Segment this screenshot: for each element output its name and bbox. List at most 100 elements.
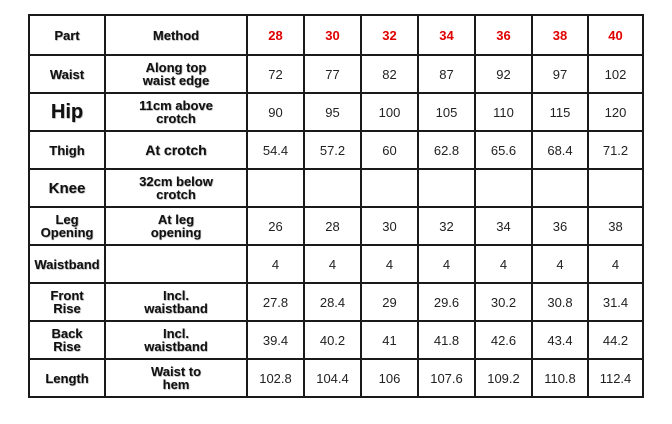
value-cell: 95 — [303, 92, 362, 132]
method-label: Incl. waistband — [104, 282, 248, 322]
value-cell: 4 — [417, 244, 476, 284]
value-cell: 4 — [474, 244, 533, 284]
part-label: Knee — [28, 168, 106, 208]
value-cell — [587, 168, 644, 208]
value-cell: 54.4 — [246, 130, 305, 170]
row-back-rise: Back Rise Incl. waistband 39.4 40.2 41 4… — [28, 320, 644, 360]
value-cell: 90 — [246, 92, 305, 132]
header-row: Part Method 28 30 32 34 36 38 40 — [28, 14, 644, 56]
value-cell: 120 — [587, 92, 644, 132]
value-cell: 110 — [474, 92, 533, 132]
header-size-38: 38 — [531, 14, 589, 56]
value-cell — [474, 168, 533, 208]
value-cell: 104.4 — [303, 358, 362, 398]
value-cell — [360, 168, 419, 208]
part-label: Front Rise — [28, 282, 106, 322]
value-cell: 29 — [360, 282, 419, 322]
header-size-32: 32 — [360, 14, 419, 56]
value-cell: 60 — [360, 130, 419, 170]
method-label: Along top waist edge — [104, 54, 248, 94]
value-cell: 57.2 — [303, 130, 362, 170]
value-cell: 115 — [531, 92, 589, 132]
method-label: 11cm above crotch — [104, 92, 248, 132]
method-label — [104, 244, 248, 284]
value-cell: 41 — [360, 320, 419, 360]
value-cell: 100 — [360, 92, 419, 132]
value-cell: 4 — [303, 244, 362, 284]
row-thigh: Thigh At crotch 54.4 57.2 60 62.8 65.6 6… — [28, 130, 644, 170]
row-knee: Knee 32cm below crotch — [28, 168, 644, 208]
header-size-28: 28 — [246, 14, 305, 56]
method-label: 32cm below crotch — [104, 168, 248, 208]
value-cell: 102.8 — [246, 358, 305, 398]
value-cell: 105 — [417, 92, 476, 132]
value-cell: 110.8 — [531, 358, 589, 398]
value-cell: 38 — [587, 206, 644, 246]
value-cell: 92 — [474, 54, 533, 94]
value-cell — [246, 168, 305, 208]
value-cell: 65.6 — [474, 130, 533, 170]
row-front-rise: Front Rise Incl. waistband 27.8 28.4 29 … — [28, 282, 644, 322]
header-part: Part — [28, 14, 106, 56]
value-cell: 27.8 — [246, 282, 305, 322]
value-cell: 82 — [360, 54, 419, 94]
value-cell: 28 — [303, 206, 362, 246]
value-cell: 71.2 — [587, 130, 644, 170]
header-size-40: 40 — [587, 14, 644, 56]
value-cell: 77 — [303, 54, 362, 94]
header-method: Method — [104, 14, 248, 56]
value-cell: 106 — [360, 358, 419, 398]
row-waist: Waist Along top waist edge 72 77 82 87 9… — [28, 54, 644, 94]
part-label: Back Rise — [28, 320, 106, 360]
value-cell: 87 — [417, 54, 476, 94]
value-cell: 72 — [246, 54, 305, 94]
part-label: Length — [28, 358, 106, 398]
value-cell: 36 — [531, 206, 589, 246]
part-label: Waist — [28, 54, 106, 94]
value-cell — [303, 168, 362, 208]
row-hip: Hip 11cm above crotch 90 95 100 105 110 … — [28, 92, 644, 132]
value-cell: 31.4 — [587, 282, 644, 322]
method-label: Incl. waistband — [104, 320, 248, 360]
value-cell: 32 — [417, 206, 476, 246]
value-cell: 41.8 — [417, 320, 476, 360]
value-cell: 97 — [531, 54, 589, 94]
value-cell: 42.6 — [474, 320, 533, 360]
value-cell: 4 — [360, 244, 419, 284]
row-length: Length Waist to hem 102.8 104.4 106 107.… — [28, 358, 644, 398]
value-cell: 109.2 — [474, 358, 533, 398]
value-cell: 107.6 — [417, 358, 476, 398]
header-size-34: 34 — [417, 14, 476, 56]
value-cell: 4 — [587, 244, 644, 284]
value-cell: 44.2 — [587, 320, 644, 360]
value-cell: 30.8 — [531, 282, 589, 322]
value-cell: 30.2 — [474, 282, 533, 322]
value-cell: 28.4 — [303, 282, 362, 322]
method-label: At crotch — [104, 130, 248, 170]
value-cell — [417, 168, 476, 208]
value-cell: 102 — [587, 54, 644, 94]
value-cell: 43.4 — [531, 320, 589, 360]
method-label: Waist to hem — [104, 358, 248, 398]
method-label: At leg opening — [104, 206, 248, 246]
size-chart-table: Part Method 28 30 32 34 36 38 40 Waist A… — [28, 14, 644, 398]
value-cell: 30 — [360, 206, 419, 246]
value-cell: 29.6 — [417, 282, 476, 322]
part-label: Waistband — [28, 244, 106, 284]
value-cell: 4 — [531, 244, 589, 284]
row-leg-opening: Leg Opening At leg opening 26 28 30 32 3… — [28, 206, 644, 246]
value-cell: 40.2 — [303, 320, 362, 360]
value-cell: 62.8 — [417, 130, 476, 170]
value-cell: 4 — [246, 244, 305, 284]
part-label: Hip — [28, 92, 106, 132]
value-cell: 39.4 — [246, 320, 305, 360]
header-size-30: 30 — [303, 14, 362, 56]
part-label: Leg Opening — [28, 206, 106, 246]
value-cell — [531, 168, 589, 208]
part-label: Thigh — [28, 130, 106, 170]
value-cell: 26 — [246, 206, 305, 246]
value-cell: 68.4 — [531, 130, 589, 170]
header-size-36: 36 — [474, 14, 533, 56]
value-cell: 34 — [474, 206, 533, 246]
value-cell: 112.4 — [587, 358, 644, 398]
